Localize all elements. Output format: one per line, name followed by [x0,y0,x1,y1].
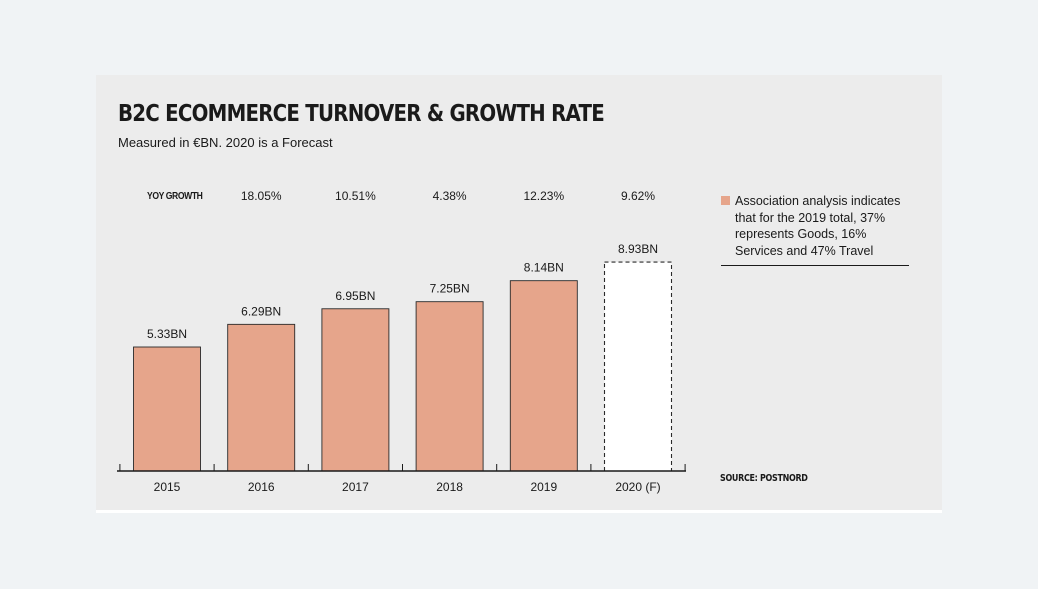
forecast-bar [603,261,673,472]
growth-label: 12.23% [523,189,564,203]
growth-label: 9.62% [621,189,655,203]
x-tick-label: 2019 [530,480,557,494]
growth-label: 18.05% [241,189,282,203]
bar-chart: YOY GROWTH 5.33BN 2015 6.29BN 18.05% 2016 6.95… [117,189,686,494]
bar [227,323,296,472]
legend-swatch [721,196,730,205]
bar [321,308,390,472]
chart-title: B2C ECOMMERCE TURNOVER & GROWTH RATE [118,101,605,127]
chart-card: B2C ECOMMERCE TURNOVER & GROWTH RATE Mea… [96,75,942,513]
bar-value-label: 6.29BN [241,304,281,318]
x-tick-label: 2017 [342,480,369,494]
growth-label: 4.38% [433,189,467,203]
bar-value-label: 5.33BN [147,327,187,341]
legend: Association analysis indicates that for … [721,193,909,266]
x-tick-label: 2018 [436,480,463,494]
growth-header: YOY GROWTH [147,190,203,202]
bar-value-label: 6.95BN [335,289,375,303]
growth-label: 10.51% [335,189,376,203]
bar-value-label: 8.93BN [618,242,658,256]
bar [133,346,201,472]
chart-subtitle: Measured in €BN. 2020 is a Forecast [118,135,333,150]
x-tick-label: 2016 [248,480,275,494]
bar [415,301,484,472]
bar-value-label: 8.14BN [524,261,564,275]
x-tick-label: 2020 (F) [615,480,660,494]
bar-value-label: 7.25BN [430,282,470,296]
x-tick-label: 2015 [154,480,181,494]
legend-text: Association analysis indicates that for … [735,194,901,258]
bar [509,280,578,472]
source-note: SOURCE: POSTNORD [720,473,808,484]
